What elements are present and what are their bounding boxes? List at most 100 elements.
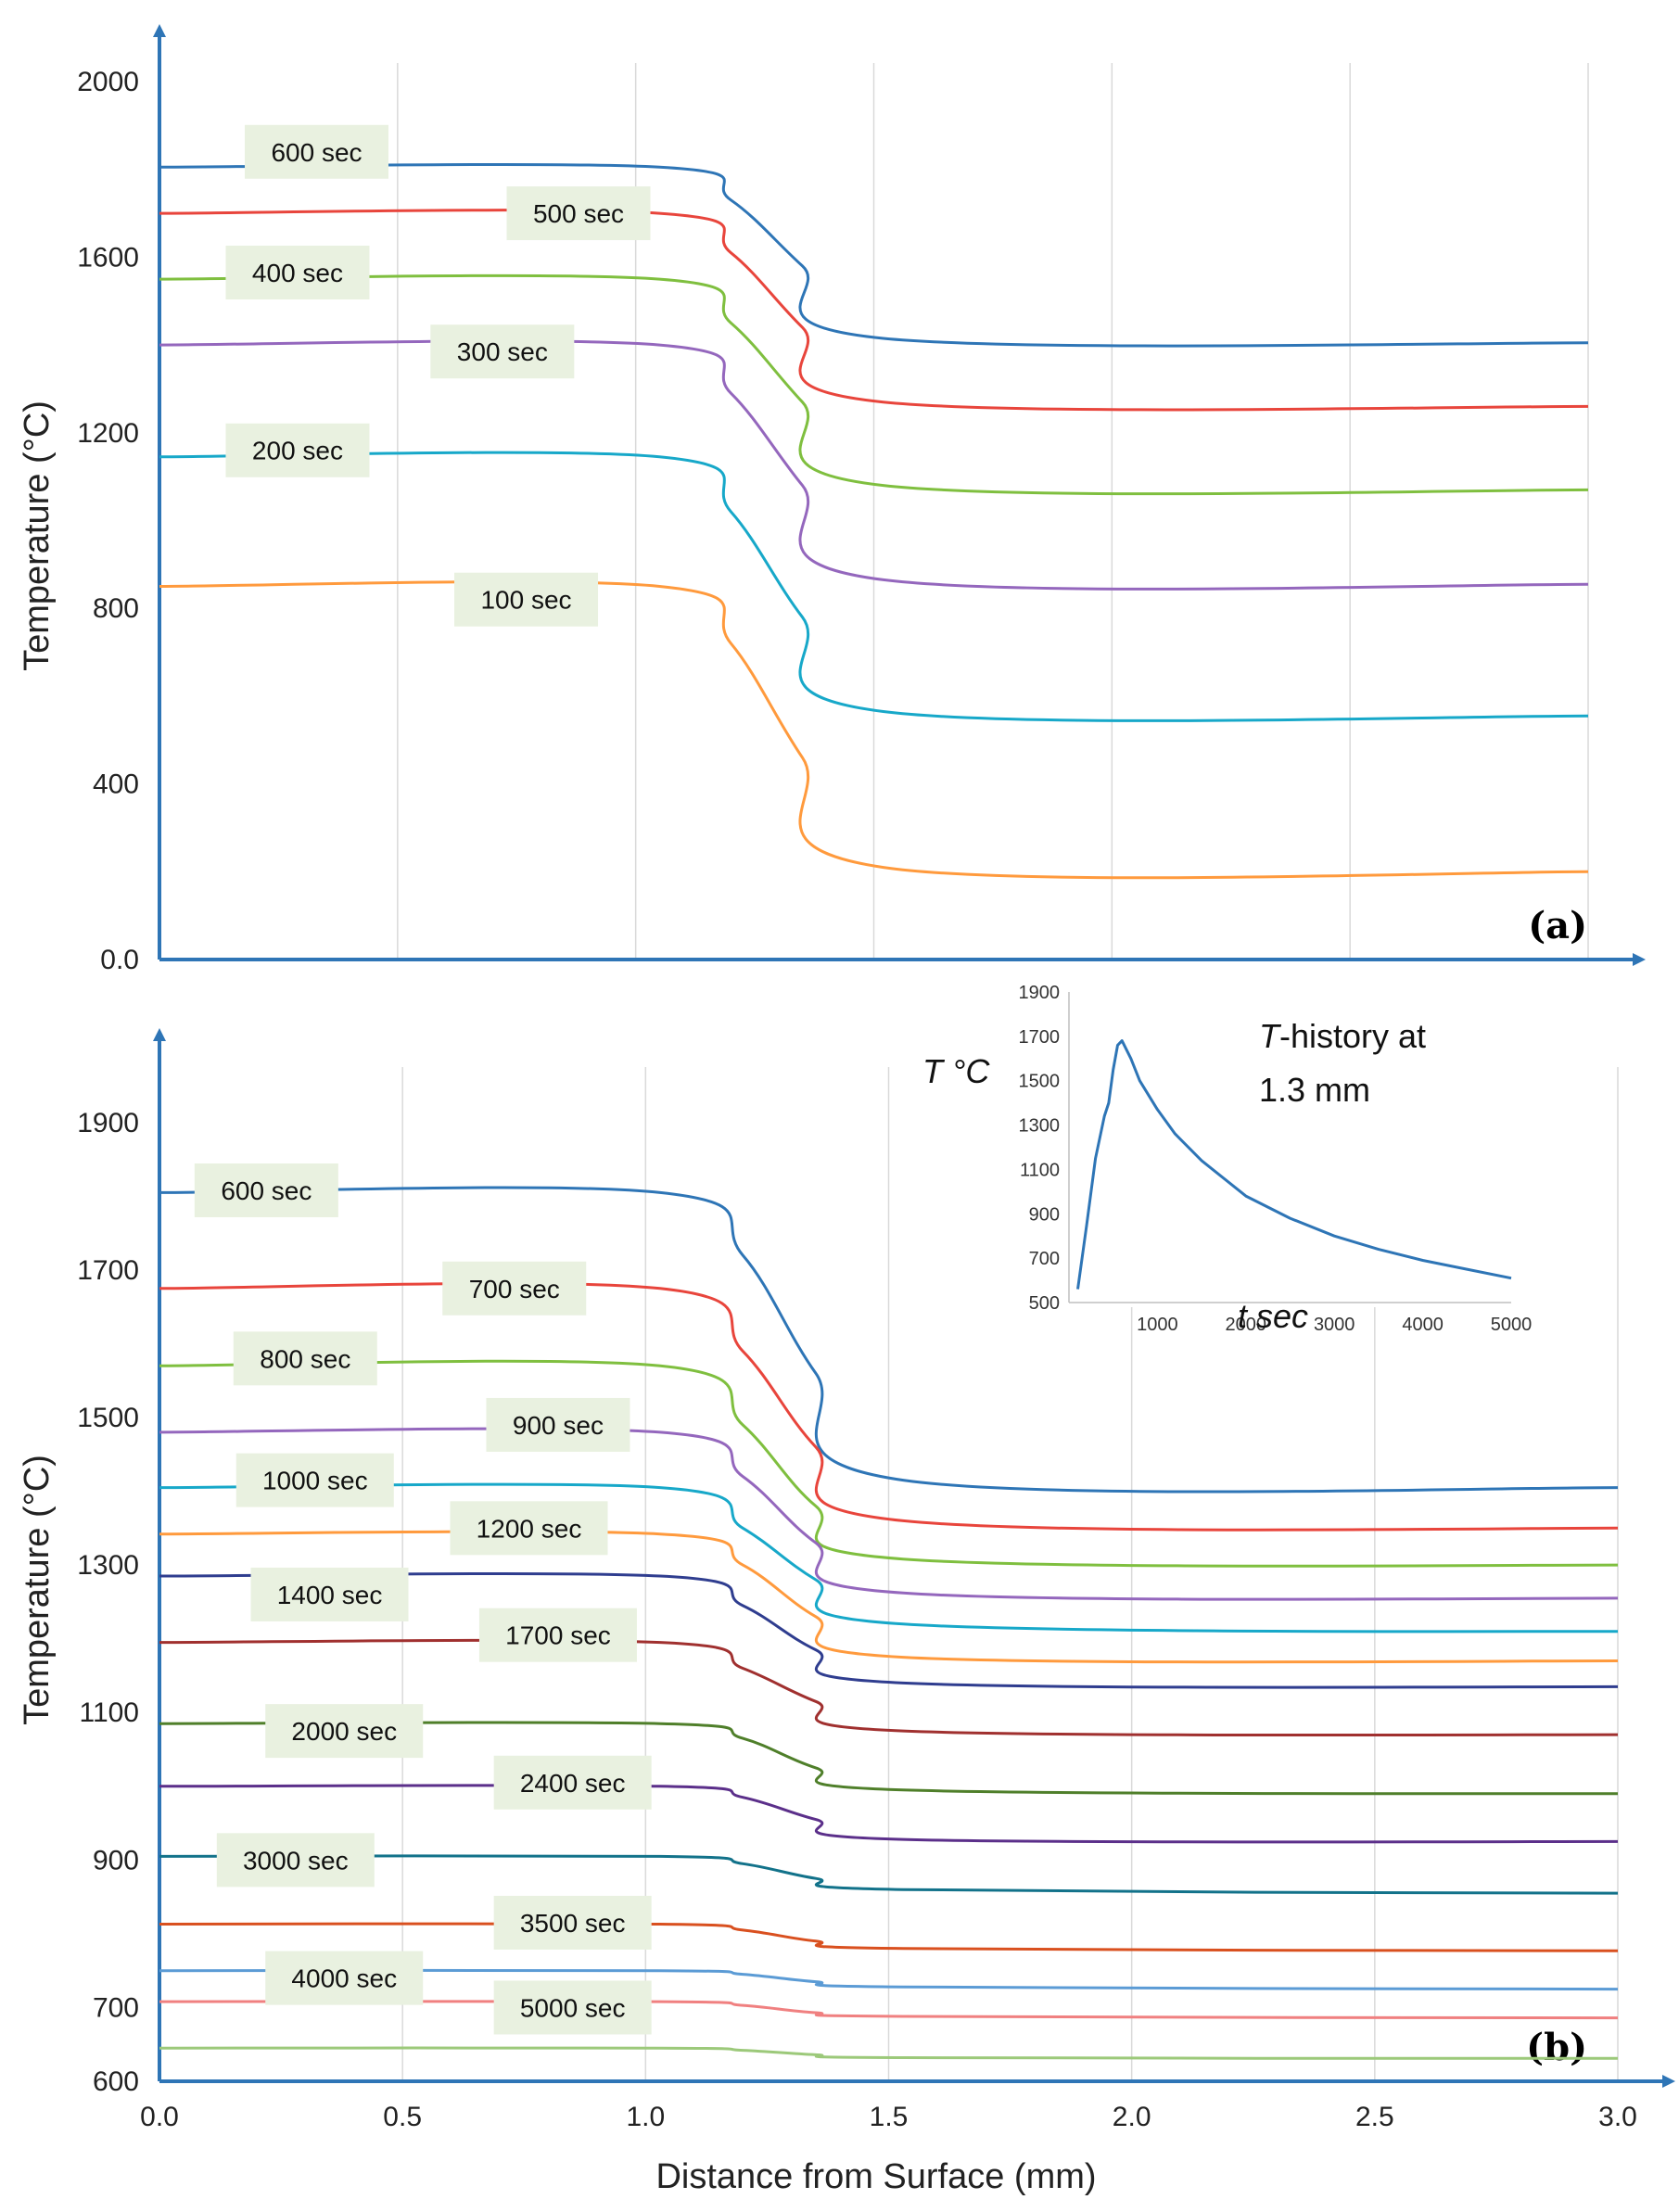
panel-b-series-line-8	[159, 1721, 1619, 1796]
panel-b-series-label-6: 1400 sec	[277, 1581, 383, 1609]
panel-b-series-label-box-2	[233, 1331, 377, 1386]
panel-b-y-tick-label: 600	[93, 2066, 139, 2097]
panel-b-series-label-7: 1700 sec	[505, 1621, 611, 1650]
panel-b-series-label-box-13	[493, 1980, 652, 2035]
panel-b-series-label-5: 1200 sec	[477, 1514, 582, 1543]
inset-y-tick-label: 1700	[1019, 1027, 1061, 1048]
panel-b-x-tick-label: 1.5	[870, 2102, 909, 2132]
panel-b-ylabel: Temperature (°C)	[18, 1455, 57, 1725]
inset-y-tick-label: 1900	[1019, 983, 1061, 1003]
panel-b-series-label-box-11	[493, 1895, 652, 1950]
inset-y-tick-label: 1100	[1020, 1160, 1060, 1180]
panel-b-series-label-4: 1000 sec	[262, 1467, 368, 1495]
panel-b-series-label-box-5	[450, 1501, 608, 1556]
panel-b-y-tick-label: 1100	[79, 1697, 139, 1728]
panel-a-ylabel: Temperature (°C)	[18, 400, 57, 671]
panel-a-y-tick-label: 2000	[77, 67, 139, 97]
panel-a-y-tick-label: 1200	[77, 418, 139, 449]
panel-b-series-label-0: 600 sec	[221, 1176, 312, 1205]
panel-b-series-label-box-0	[194, 1163, 338, 1217]
inset-xlabel: t sec	[1238, 1297, 1308, 1335]
panel-b-series-label-10: 3000 sec	[243, 1846, 349, 1875]
inset-annotation-line2: 1.3 mm	[1259, 1071, 1370, 1109]
panel-b-xlabel: Distance from Surface (mm)	[655, 2157, 1096, 2196]
panel-b-series-label-box-10	[216, 1833, 375, 1888]
inset-chart: 500 700 900 1100 1300 1500 1700 1900 1000 2000 300…	[922, 983, 1532, 1335]
panel-b-series-label-9: 2400 sec	[520, 1769, 626, 1798]
panel-b-y-tick-label: 900	[93, 1845, 139, 1875]
panel-b-series-line-12	[159, 1968, 1619, 1991]
panel-a-series-label-2: 400 sec	[252, 259, 343, 287]
panel-b-x-tick-label: 0.5	[383, 2102, 422, 2132]
panel-a-series-line-2	[159, 273, 1589, 496]
panel-b-series-label-1: 700 sec	[469, 1275, 560, 1303]
panel-b-series-line-0	[159, 1186, 1619, 1494]
panel-b-series-label-box-6	[250, 1567, 409, 1621]
panel-a-series-label-box-0	[245, 124, 389, 179]
panel-b-y-tick-label: 1700	[77, 1255, 139, 1286]
panel-b-series-label-box-9	[493, 1755, 652, 1810]
panel-b-series-label-box-3	[486, 1397, 630, 1452]
panel-b-series-label-11: 3500 sec	[520, 1909, 626, 1938]
panel-a-series-label-box-2	[225, 245, 370, 299]
panel-a-series-line-4	[159, 451, 1589, 722]
inset-background	[1064, 987, 1516, 1307]
panel-b-y-tick-label: 1300	[77, 1550, 139, 1581]
inset-series-line-0	[1076, 1039, 1512, 1290]
panel-b-series-line-4	[159, 1482, 1619, 1634]
panel-b-series-label-box-1	[442, 1261, 587, 1316]
panel-b-x-tick-label: 0.0	[140, 2102, 179, 2132]
panel-a-tag: (a)	[1528, 904, 1587, 947]
panel-a-series-label-box-4	[225, 423, 370, 477]
inset-x-tick-label: 5000	[1491, 1315, 1533, 1335]
panel-b-x-tick-label: 3.0	[1598, 2102, 1637, 2132]
panel-b-series-label-box-8	[265, 1704, 424, 1759]
panel-a-y-tick-label: 800	[93, 593, 139, 624]
inset-y-tick-label: 700	[1029, 1249, 1060, 1269]
inset-y-tick-label: 1500	[1019, 1072, 1061, 1092]
inset-x-tick-label: 3000	[1314, 1315, 1355, 1335]
inset-y-tick-label: 900	[1029, 1204, 1060, 1225]
panel-a-series-label-4: 200 sec	[252, 437, 343, 465]
panel-b-chart: Temperature (°C) Distance from Surface (…	[18, 1028, 1675, 2196]
panel-a-y-tick-label: 400	[93, 769, 139, 800]
panel-a-series-label-box-5	[454, 572, 599, 627]
panel-a-series-label-3: 300 sec	[457, 337, 548, 366]
inset-x-tick-label: 4000	[1402, 1315, 1444, 1335]
panel-b-x-tick-label: 1.0	[626, 2102, 665, 2132]
inset-annotation-italic: T	[1259, 1017, 1282, 1055]
panel-b-x-tick-label: 2.0	[1113, 2102, 1151, 2132]
panel-b-series-line-14	[159, 2046, 1619, 2060]
inset-y-tick-label: 500	[1029, 1293, 1060, 1314]
panel-a-series-label-5: 100 sec	[480, 586, 571, 615]
panel-b-series-line-6	[159, 1571, 1619, 1689]
panel-b-series-label-13: 5000 sec	[520, 1993, 626, 2022]
panel-a-series-label-box-1	[506, 186, 651, 241]
panel-b-series-label-12: 4000 sec	[291, 1964, 397, 1993]
inset-annotation-line1: T-history at	[1259, 1017, 1426, 1055]
panel-b-series-label-box-12	[265, 1951, 424, 2005]
panel-b-series-label-box-4	[235, 1453, 394, 1507]
panel-a-chart: Temperature (°C) (a) 0.0 400 800 1200 1600 20…	[18, 24, 1646, 975]
panel-b-x-tick-label: 2.5	[1355, 2102, 1394, 2132]
panel-b-y-tick-label: 700	[93, 1992, 139, 2023]
panel-a-series-label-box-3	[430, 324, 575, 379]
panel-b-y-tick-label: 1500	[77, 1403, 139, 1433]
panel-b-tag: (b)	[1526, 2026, 1587, 2069]
panel-a-y-tick-label: 1600	[77, 242, 139, 273]
inset-ylabel: T °C	[922, 1052, 990, 1090]
inset-x-tick-label: 2000	[1226, 1315, 1267, 1335]
panel-b-series-label-3: 900 sec	[513, 1411, 604, 1440]
panel-b-series-label-box-7	[478, 1608, 637, 1662]
panel-b-y-tick-label: 1900	[77, 1108, 139, 1138]
panel-a-series-label-0: 600 sec	[271, 138, 362, 167]
panel-b-series-label-2: 800 sec	[260, 1344, 350, 1373]
panel-a-series-label-1: 500 sec	[533, 199, 624, 228]
inset-y-tick-label: 1300	[1019, 1116, 1061, 1137]
panel-a-series-line-0	[159, 162, 1589, 348]
inset-x-tick-label: 1000	[1137, 1315, 1178, 1335]
panel-b-series-line-10	[159, 1854, 1619, 1895]
panel-a-y-tick-label: 0.0	[100, 945, 139, 975]
panel-b-series-line-2	[159, 1359, 1619, 1568]
